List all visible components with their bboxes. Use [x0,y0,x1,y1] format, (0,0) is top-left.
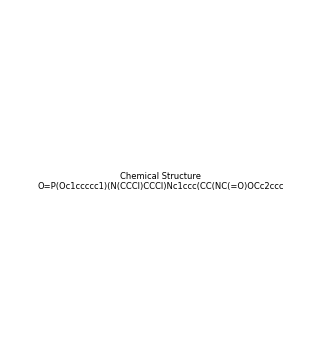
Text: Chemical Structure
O=P(Oc1ccccc1)(N(CCCl)CCCl)Nc1ccc(CC(NC(=O)OCc2ccc: Chemical Structure O=P(Oc1ccccc1)(N(CCCl… [37,172,284,191]
